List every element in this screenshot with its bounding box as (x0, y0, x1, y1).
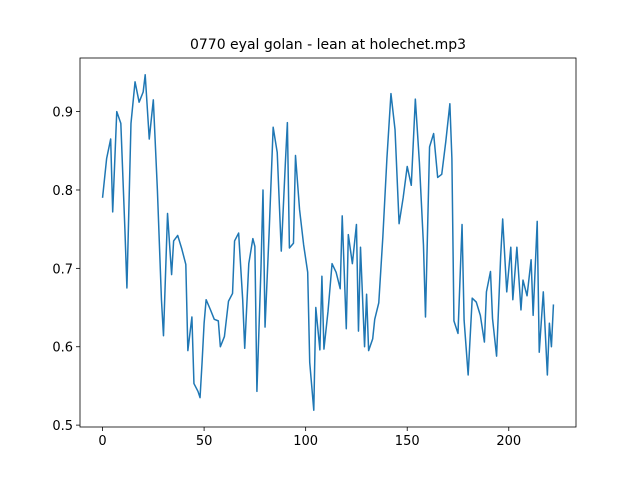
x-tick-label: 50 (196, 434, 213, 449)
y-tick-label: 0.7 (52, 262, 73, 277)
x-tick-label: 100 (293, 434, 318, 449)
x-tick-label: 0 (98, 434, 106, 449)
x-tick-label: 200 (496, 434, 521, 449)
y-tick-label: 0.9 (52, 106, 73, 121)
data-line (101, 74, 555, 411)
y-tick-label: 0.6 (52, 341, 73, 356)
plot-frame (79, 57, 577, 428)
y-tick-label: 0.5 (52, 419, 73, 434)
y-tick-label: 0.8 (52, 184, 73, 199)
x-tick-label: 150 (395, 434, 420, 449)
chart-title: 0770 eyal golan - lean at holechet.mp3 (190, 37, 466, 53)
